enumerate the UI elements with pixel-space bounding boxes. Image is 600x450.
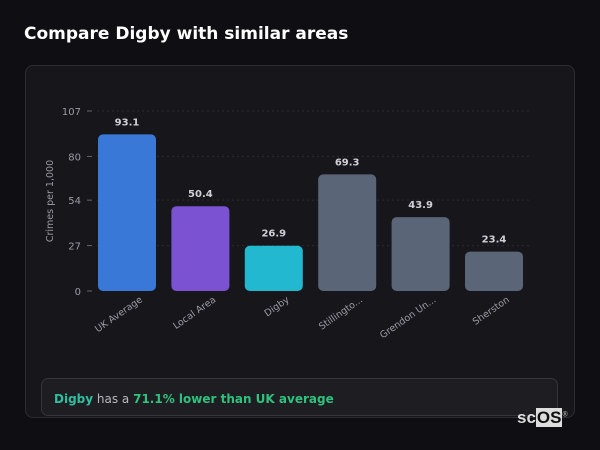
y-tick-label: 0 (75, 287, 81, 298)
page-title: Compare Digby with similar areas (24, 24, 349, 44)
scos-logo: scOS® (517, 408, 568, 427)
bar-grendon-un- (391, 217, 450, 291)
bar-stillingto- (318, 174, 377, 291)
x-tick-label: Local Area (171, 294, 218, 331)
data-label: 69.3 (335, 157, 360, 168)
bar-uk-average (98, 134, 156, 291)
y-axis-label: Crimes per 1,000 (45, 160, 56, 242)
x-tick-label: Sherston (471, 294, 512, 327)
y-tick-label: 27 (68, 242, 81, 253)
x-tick-label: UK Average (93, 294, 145, 335)
x-tick-label: Stillingto... (317, 294, 365, 332)
bar-sherston (465, 251, 523, 291)
bar-local-area (171, 206, 230, 291)
data-label: 50.4 (188, 189, 213, 200)
data-label: 26.9 (261, 229, 286, 240)
insight-text: has a (93, 392, 134, 406)
insight-area: Digby (54, 392, 94, 406)
y-tick-label: 107 (62, 107, 81, 118)
data-label: 43.9 (408, 200, 433, 211)
insight-highlight: 71.1% lower than UK average (133, 392, 334, 406)
bar-digby (244, 245, 303, 291)
data-label: 23.4 (482, 235, 507, 246)
x-tick-label: Digby (263, 294, 292, 319)
y-tick-label: 54 (68, 196, 81, 207)
x-tick-label: Grendon Un... (378, 294, 438, 341)
data-label: 93.1 (115, 117, 140, 128)
insight-banner: Digby has a 71.1% lower than UK average (41, 378, 558, 416)
y-tick-label: 80 (68, 152, 81, 163)
